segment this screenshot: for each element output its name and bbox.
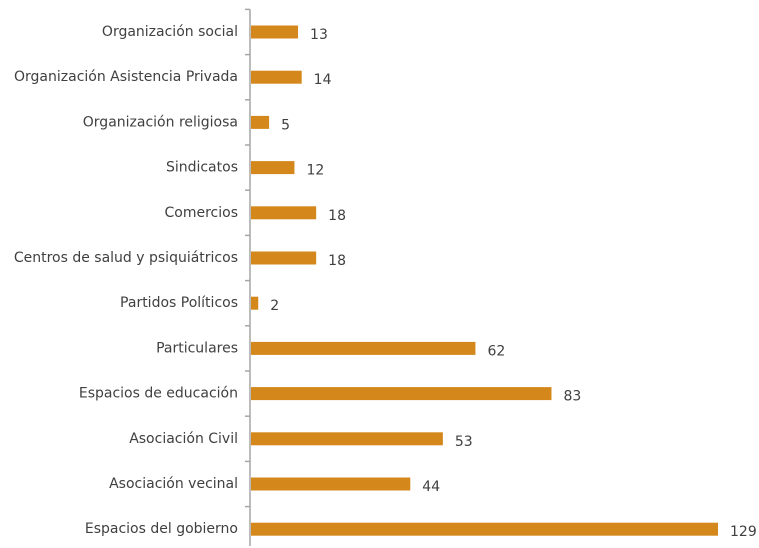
data-label: 18	[328, 208, 346, 224]
data-label: 53	[455, 434, 473, 450]
data-label: 12	[306, 163, 324, 179]
data-label: 13	[310, 27, 328, 43]
bar	[251, 251, 317, 265]
bar	[251, 432, 443, 446]
data-label: 62	[487, 343, 505, 359]
category-label: Comercios	[165, 205, 239, 221]
category-label: Organización religiosa	[83, 114, 238, 130]
data-label: 5	[281, 117, 290, 133]
bar	[251, 522, 718, 536]
category-label: Espacios de educación	[79, 386, 238, 402]
bar	[251, 341, 476, 355]
category-label: Centros de salud y psiquiátricos	[14, 250, 238, 266]
data-label: 129	[730, 524, 757, 540]
bar	[251, 387, 552, 401]
bar	[251, 206, 317, 220]
bar	[251, 70, 302, 84]
data-label: 14	[314, 72, 332, 88]
bar	[251, 25, 299, 39]
bar	[251, 296, 259, 310]
bar	[251, 477, 411, 491]
data-label: 18	[328, 253, 346, 269]
data-label: 83	[563, 389, 581, 405]
data-label: 2	[270, 298, 279, 314]
category-label: Sindicatos	[166, 160, 238, 176]
category-label: Espacios del gobierno	[85, 521, 238, 537]
category-axis	[245, 8, 251, 546]
category-label: Organización social	[102, 24, 238, 40]
category-label: Particulares	[156, 340, 238, 356]
bar	[251, 161, 295, 175]
bars-group	[251, 25, 718, 536]
category-labels-group: Organización social Organización Asistenc…	[14, 24, 238, 537]
category-label: Partidos Políticos	[120, 295, 238, 311]
value-labels-group: 13 14 5 12 18 18 2 62 83 53 44 129	[270, 27, 756, 540]
data-label: 44	[422, 479, 440, 495]
category-label: Asociación Civil	[129, 431, 238, 447]
bar	[251, 115, 270, 129]
category-label: Organización Asistencia Privada	[14, 69, 238, 85]
category-label: Asociación vecinal	[109, 476, 238, 492]
